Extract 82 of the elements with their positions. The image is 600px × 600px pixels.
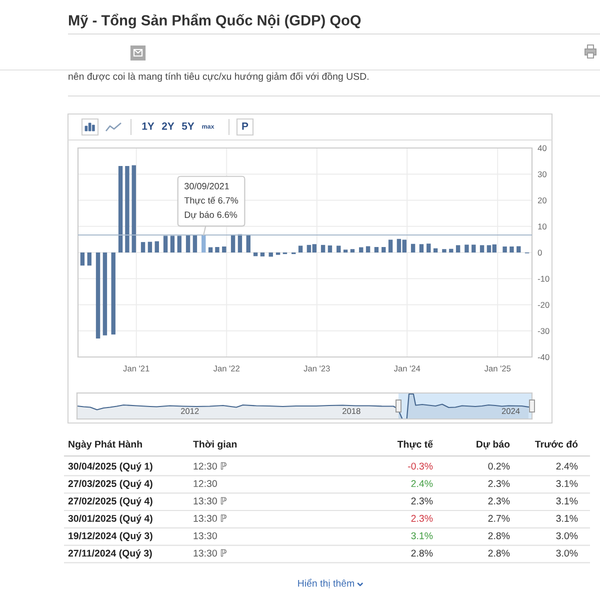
y-tick-label: 40 (538, 145, 546, 152)
text: Ngày Phát Hành Thời gian Thực tế Dự báo Trước đó (68, 440, 578, 450)
bar (246, 234, 250, 252)
bar (374, 247, 379, 252)
text: 27/02/2025 (Quý 4) 13:30 ℙ 2.3% 2.3% 3.1% (68, 497, 578, 506)
x-tick-label: Jan '22 (213, 366, 240, 372)
annotation: 30/09/2021 Thực tế 6.7% Dự báo 6.6% (184, 182, 238, 220)
x-tick-label: Jan '24 (394, 366, 420, 372)
y-tick-label: -40 (538, 354, 550, 360)
text: 5Y (182, 122, 194, 130)
text: 30/01/2025 (Quý 4) 13:30 ℙ 2.3% 2.7% 3.1% (68, 514, 578, 524)
bar (118, 166, 123, 252)
bar (238, 234, 242, 252)
text: 30/04/2025 (Quý 1) 12:30 ℙ -0.3% 0.2% 2.4% (68, 462, 578, 472)
bar (502, 246, 507, 252)
x-tick-label: Jan '23 (304, 366, 330, 372)
bar (516, 246, 521, 252)
bar (186, 236, 190, 252)
bar (163, 236, 168, 252)
bar (222, 246, 226, 252)
y-tick-label: 10 (538, 224, 546, 230)
bar (426, 244, 431, 252)
text: 1Y (142, 122, 154, 130)
text: 2Y (162, 122, 174, 130)
bar (336, 246, 341, 252)
bar (480, 245, 484, 252)
bar (260, 252, 265, 256)
bar (80, 252, 85, 266)
text: 27/11/2024 (Quý 3) 13:30 ℙ 2.8% 2.8% 3.0% (68, 549, 578, 559)
bar (449, 248, 454, 252)
y-tick-label: -10 (538, 276, 550, 282)
bar (132, 165, 136, 252)
x-tick-label: 2024 (502, 408, 520, 414)
bar (87, 252, 92, 266)
bar (154, 241, 159, 252)
bar (253, 252, 258, 256)
bar (433, 248, 438, 252)
y-tick-label: -30 (538, 328, 550, 334)
x-tick-label: Jan '25 (484, 366, 511, 372)
y-tick-label: -20 (538, 302, 550, 308)
x-tick-label: 2012 (180, 408, 199, 414)
bar (230, 234, 236, 252)
bar (359, 247, 364, 252)
bar (111, 252, 116, 335)
bar (510, 246, 514, 252)
bar (125, 166, 130, 252)
bar (208, 247, 213, 252)
bar (102, 252, 108, 336)
bar (268, 252, 273, 257)
bar (464, 244, 469, 252)
bar (215, 247, 220, 252)
bar (350, 249, 355, 252)
bar (96, 252, 100, 338)
bar (192, 235, 198, 252)
x-tick-label: Jan '21 (123, 366, 150, 372)
y-tick-label: 0 (538, 250, 542, 256)
text: P (242, 122, 248, 130)
bar (148, 242, 152, 252)
bar (328, 245, 332, 252)
bar (410, 244, 416, 252)
y-tick-label: 20 (538, 197, 546, 204)
bar (343, 250, 348, 252)
text: 19/12/2024 (Quý 3) 13:30 3.1% 2.8% 3.0% (68, 532, 578, 542)
bar (382, 247, 386, 252)
text: Hiển thị thêm (298, 578, 354, 588)
bar (177, 236, 182, 252)
bar (298, 246, 303, 252)
text: nên được coi là mang tính tiêu cực/xu hướng giảm đối với đồng USD. (68, 72, 368, 82)
bar (366, 246, 370, 252)
chart-title: Mỹ - Tổng Sản Phẩm Quốc Nội (GDP) QoQ (68, 14, 361, 28)
bar (472, 244, 476, 252)
x-tick-label: 2018 (342, 408, 360, 414)
bar (456, 245, 460, 252)
bar (170, 236, 175, 252)
bar (202, 234, 206, 252)
bar (442, 249, 446, 252)
bar (419, 244, 424, 252)
bar (320, 244, 326, 252)
bar (140, 242, 146, 252)
text: 27/03/2025 (Quý 4) 12:30 2.4% 2.3% 3.1% (68, 480, 578, 489)
bar (388, 240, 393, 252)
y-tick-label: 30 (538, 171, 546, 178)
